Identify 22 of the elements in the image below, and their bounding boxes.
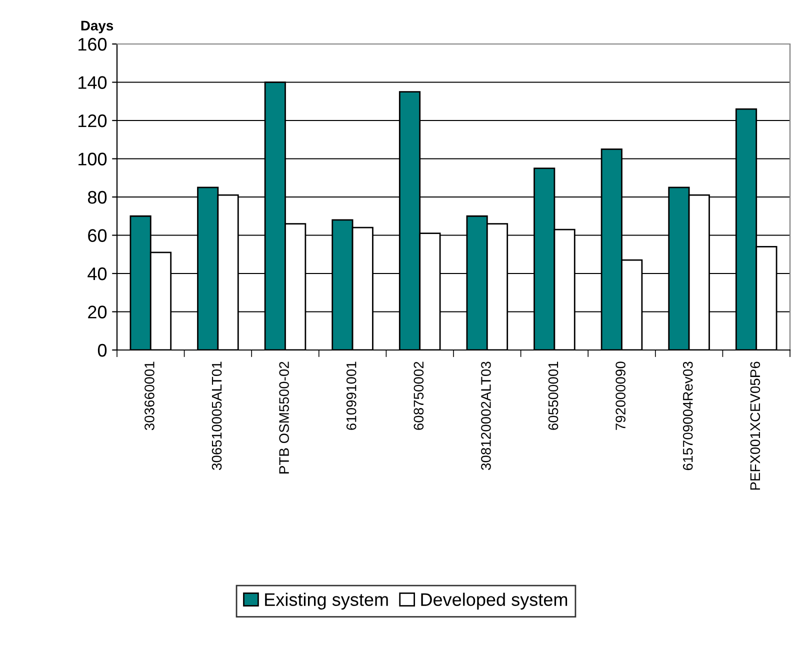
y-tick-label: 20 [88,306,107,318]
x-tick-label: 608750002 [414,362,424,430]
x-tick-label: 303660001 [144,362,154,430]
legend-label: Existing system [265,592,388,610]
x-tick-label: PTB OSM5500-02 [279,362,289,474]
x-tick-label: 610991001 [346,362,356,430]
y-axis-title: Days [81,20,114,34]
x-tick-label: 792000090 [616,362,626,430]
y-tick-label: 160 [78,38,107,51]
x-tick-label: PEFX001XCEV05P6 [750,362,760,490]
x-tick-label: 306510005ALT01 [212,362,222,470]
legend-label: Developed system [421,592,568,610]
y-tick-label: 40 [88,267,107,280]
x-tick-label: 605500001 [548,362,558,430]
y-tick-label: 140 [78,76,107,89]
y-tick-label: 120 [78,114,107,128]
y-tick-label: 100 [78,152,107,166]
x-tick-label: 615709004Rev03 [682,362,693,470]
x-tick-label: 308120002ALT03 [481,362,491,470]
y-tick-label: 80 [88,190,107,204]
y-tick-label: 0 [98,344,107,357]
y-tick-label: 60 [88,229,107,242]
